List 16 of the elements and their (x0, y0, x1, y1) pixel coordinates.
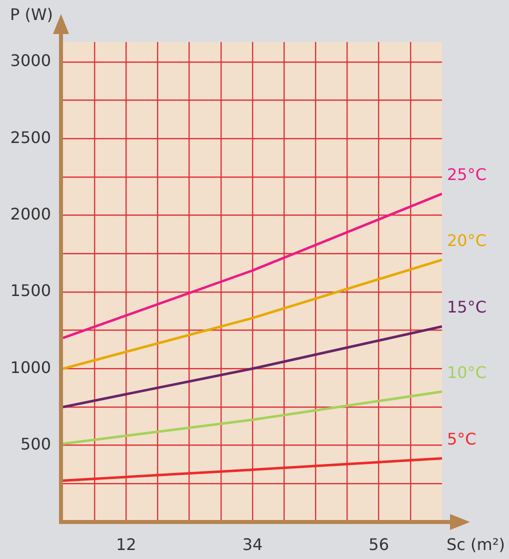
x-axis-title: Sc (m²) (446, 535, 505, 554)
y-tick-label: 2500 (10, 128, 51, 147)
series-label: 20°C (447, 230, 487, 250)
y-tick-label: 500 (20, 434, 51, 454)
x-tick-label: 56 (368, 534, 390, 554)
series-label: 25°C (447, 164, 487, 184)
series-label: 10°C (447, 362, 487, 382)
series-label: 5°C (447, 430, 476, 449)
x-tick-label: 12 (116, 534, 136, 554)
y-tick-label: 3000 (10, 51, 51, 70)
y-tick-label: 2000 (10, 204, 51, 224)
y-tick-label: 1000 (10, 358, 51, 377)
series-label: 15°C (447, 298, 487, 317)
y-axis-title: P (W) (10, 5, 54, 24)
x-tick-label: 34 (242, 534, 263, 554)
y-tick-label: 1500 (10, 281, 51, 300)
